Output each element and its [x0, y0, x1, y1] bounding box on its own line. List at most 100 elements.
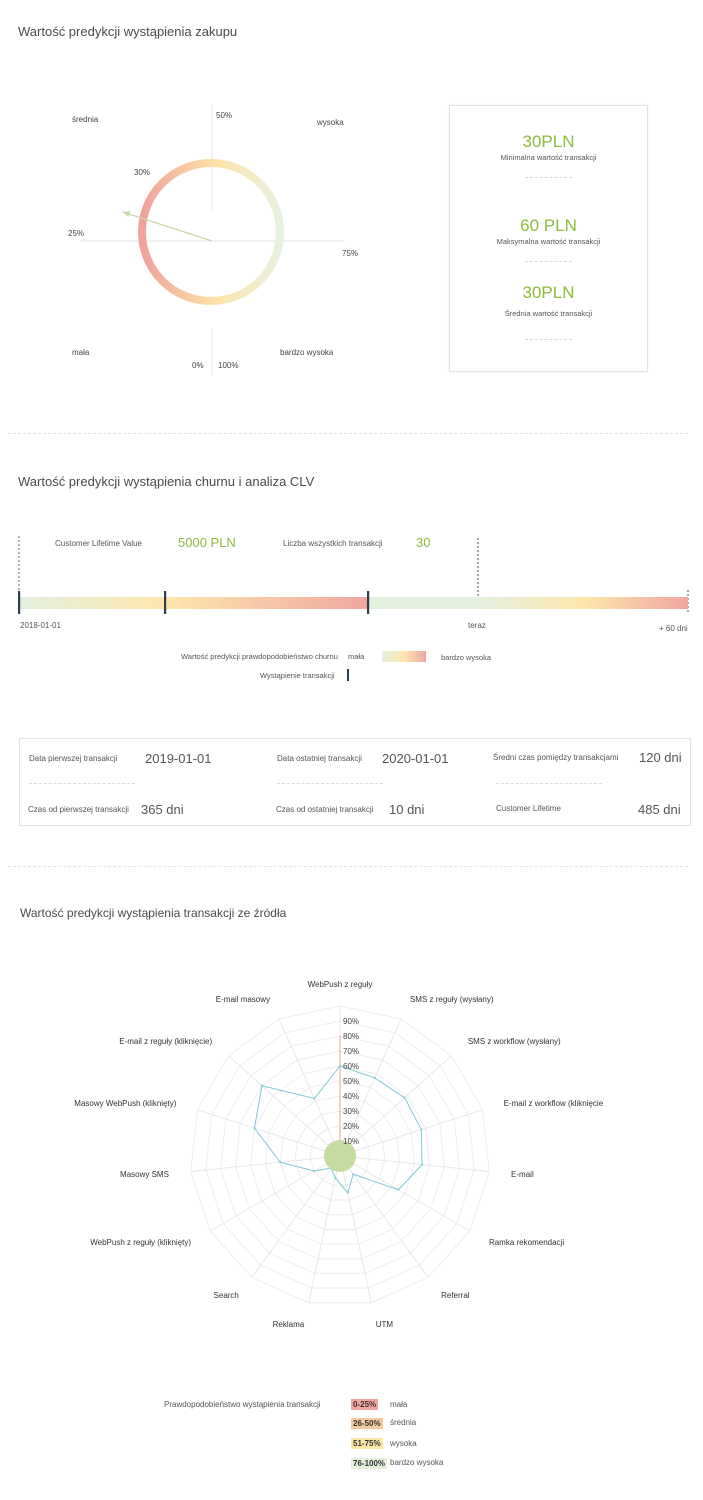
stat-max-value: 60 PLN	[520, 216, 577, 235]
lifetime-label: Customer Lifetime	[496, 804, 561, 813]
transaction-stats-card: 30PLN Minimalna wartość transakcji 60 PL…	[449, 105, 648, 372]
radar-point	[279, 1161, 282, 1164]
gauge-pct-100: 100%	[218, 361, 239, 370]
radar-point	[421, 1163, 424, 1166]
tx-count-value: 30	[416, 535, 431, 550]
radar-tick-label: 90%	[343, 1017, 359, 1026]
stat-divider	[525, 261, 572, 262]
radar-spoke	[209, 1155, 341, 1232]
radar-tick-label: 80%	[343, 1032, 359, 1041]
radar-grid-ring	[294, 1110, 386, 1201]
timeline-now-label: teraz	[468, 621, 486, 630]
radar-category-label: E-mail z reguły (kliknięcie)	[119, 1037, 212, 1046]
radar-point	[313, 1170, 316, 1172]
radar-grid-ring	[249, 1065, 431, 1245]
radar-point	[373, 1076, 376, 1079]
radar-point	[253, 1127, 256, 1130]
since-first-value: 365 dni	[141, 802, 184, 817]
churn-legend-gradient	[382, 651, 426, 662]
churn-timeline	[18, 536, 689, 614]
legend-title: Prawdopodobieństwo wystąpienia transakcj…	[164, 1400, 321, 1409]
section-divider	[8, 866, 688, 867]
stat-min: 30PLN Minimalna wartość transakcji	[450, 132, 647, 162]
radar-tick-label: 30%	[343, 1107, 359, 1116]
timeline-start-date: 2018-01-01	[20, 621, 61, 630]
gauge-pct-50: 50%	[216, 111, 233, 120]
gauge-pct-75: 75%	[342, 249, 359, 258]
radar-category-label: Masowy WebPush (kliknięty)	[74, 1099, 176, 1108]
lifetime-value: 485 dni	[638, 802, 681, 817]
stat-avg-label: Średnia wartość transakcji	[504, 309, 593, 318]
radar-category-label: Referral	[441, 1291, 470, 1300]
radar-tick-label: 10%	[343, 1137, 359, 1146]
gauge-pct-0: 0%	[192, 361, 204, 370]
info-divider	[277, 783, 383, 784]
since-last-value: 10 dni	[389, 802, 425, 817]
stat-min-value: 30PLN	[522, 132, 575, 151]
since-last-label: Czas od ostatniej transakcji	[276, 805, 374, 814]
radar-spoke	[339, 1018, 402, 1157]
radar-spoke	[339, 1155, 471, 1232]
radar-spoke	[197, 1109, 341, 1157]
radar-spoke	[190, 1155, 341, 1173]
section-title-churn: Wartość predykcji wystąpienia churnu i a…	[18, 474, 315, 489]
radar-series-line	[253, 1065, 423, 1194]
radar-point	[334, 1177, 337, 1180]
legend-label-mid: średnia	[390, 1418, 417, 1427]
radar-grid-ring	[309, 1125, 371, 1186]
radar-point	[260, 1084, 263, 1087]
radar-spoke	[339, 1155, 490, 1173]
radar-grid-ring	[235, 1050, 445, 1260]
gauge-pointer-line	[122, 211, 213, 242]
clv-label: Customer Lifetime Value	[55, 539, 142, 548]
stat-max-label: Maksymalna wartość transakcji	[496, 237, 601, 246]
gauge-pointer-value: 30%	[134, 168, 151, 177]
radar-grid-ring	[205, 1020, 475, 1289]
clv-value: 5000 PLN	[178, 535, 236, 550]
section-title-source: Wartość predykcji wystąpienia transakcji…	[20, 906, 287, 920]
radar-point	[403, 1096, 406, 1099]
source-radar-chart: 10% 20% 30% 40% 50% 60% 70% 80% 90% WebPush z reg…	[74, 980, 604, 1329]
gauge-pct-25: 25%	[68, 229, 85, 238]
radar-point	[346, 1191, 349, 1194]
radar-spoke	[339, 1055, 452, 1157]
first-tx-label: Data pierwszej transakcji	[29, 754, 118, 763]
gauge-label-mala: mała	[72, 348, 90, 357]
radar-center-dot	[324, 1140, 356, 1172]
radar-spoke	[339, 1155, 429, 1278]
legend-chip-mid: 26-50%	[351, 1418, 383, 1429]
radar-grid-ring	[264, 1080, 416, 1230]
churn-legend-high: bardzo wysoka	[441, 653, 492, 662]
since-first-label: Czas od pierwszej transakcji	[28, 805, 129, 814]
stat-avg: 30PLN Średnia wartość transakcji	[450, 283, 647, 318]
radar-point	[420, 1128, 423, 1131]
legend-label-very-high: bardzo wysoka	[390, 1458, 444, 1467]
radar-category-label: Reklama	[273, 1320, 305, 1329]
stat-divider	[525, 177, 572, 178]
radar-category-label: SMS z workflow (wysłany)	[468, 1037, 561, 1046]
section-title-purchase: Wartość predykcji wystąpienia zakupu	[18, 24, 238, 39]
gauge-label-wysoka: wysoka	[317, 118, 344, 127]
legend-chip-low: 0-25%	[351, 1399, 379, 1410]
radar-point	[352, 1173, 355, 1176]
tx-legend-marker	[347, 669, 349, 681]
section-divider	[8, 433, 688, 434]
stat-divider	[525, 339, 572, 340]
info-divider	[496, 783, 602, 784]
radar-point	[313, 1097, 316, 1100]
stat-min-label: Minimalna wartość transakcji	[500, 153, 597, 162]
radar-tick-label: 20%	[343, 1122, 359, 1131]
radar-tick-label: 50%	[343, 1077, 359, 1086]
radar-category-label: UTM	[376, 1320, 394, 1329]
radar-spoke	[339, 1109, 483, 1157]
radar-grid-ring	[220, 1035, 460, 1274]
radar-category-label: WebPush z reguły	[308, 980, 373, 989]
radar-category-label: E-mail z workflow (kliknięcie	[504, 1099, 604, 1108]
avg-gap-label: Średni czas pomiędzy transakcjami	[493, 753, 619, 762]
tx-count-label: Liczba wszystkich transakcji	[283, 539, 383, 548]
avg-gap-value: 120 dni	[639, 750, 682, 765]
radar-point	[339, 1065, 341, 1067]
radar-point	[397, 1188, 400, 1191]
radar-spoke	[278, 1018, 341, 1157]
purchase-gauge	[80, 105, 345, 375]
